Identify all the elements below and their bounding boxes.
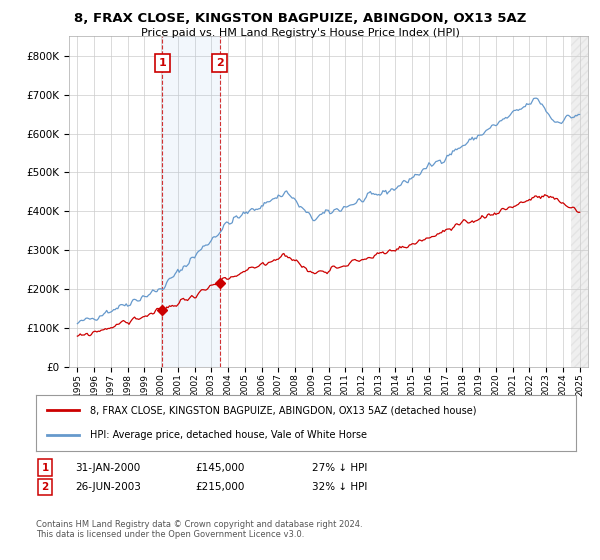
- Text: 27% ↓ HPI: 27% ↓ HPI: [312, 463, 367, 473]
- Text: 32% ↓ HPI: 32% ↓ HPI: [312, 482, 367, 492]
- Text: Contains HM Land Registry data © Crown copyright and database right 2024.
This d: Contains HM Land Registry data © Crown c…: [36, 520, 362, 539]
- Text: 1: 1: [158, 58, 166, 68]
- Text: 26-JUN-2003: 26-JUN-2003: [75, 482, 141, 492]
- Text: 2: 2: [41, 482, 49, 492]
- Bar: [163, 36, 220, 367]
- Bar: [571, 36, 588, 367]
- Text: 8, FRAX CLOSE, KINGSTON BAGPUIZE, ABINGDON, OX13 5AZ (detached house): 8, FRAX CLOSE, KINGSTON BAGPUIZE, ABINGD…: [90, 405, 476, 416]
- Text: 31-JAN-2000: 31-JAN-2000: [75, 463, 140, 473]
- Text: 2: 2: [215, 58, 223, 68]
- Text: HPI: Average price, detached house, Vale of White Horse: HPI: Average price, detached house, Vale…: [90, 430, 367, 440]
- Text: 1: 1: [41, 463, 49, 473]
- Text: 8, FRAX CLOSE, KINGSTON BAGPUIZE, ABINGDON, OX13 5AZ: 8, FRAX CLOSE, KINGSTON BAGPUIZE, ABINGD…: [74, 12, 526, 25]
- Text: £145,000: £145,000: [195, 463, 244, 473]
- Text: £215,000: £215,000: [195, 482, 244, 492]
- Text: Price paid vs. HM Land Registry's House Price Index (HPI): Price paid vs. HM Land Registry's House …: [140, 28, 460, 38]
